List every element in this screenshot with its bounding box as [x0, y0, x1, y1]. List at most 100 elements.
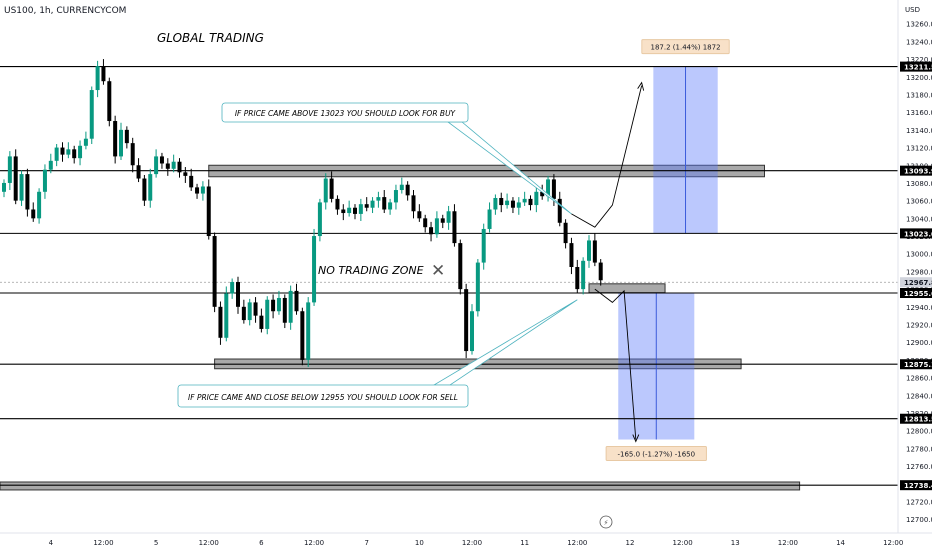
candle-body	[540, 191, 545, 197]
candle	[189, 168, 194, 191]
candle-body	[230, 282, 235, 294]
candle-body	[592, 240, 597, 263]
candle-body	[2, 182, 6, 192]
x-tick-label: 12:00	[883, 539, 903, 547]
candle-body	[54, 147, 59, 161]
candle-body	[265, 299, 270, 329]
candle	[113, 115, 118, 164]
candle-body	[370, 200, 375, 208]
candle-body	[195, 187, 200, 194]
candle	[429, 221, 434, 242]
candle-body	[107, 81, 112, 122]
candle-body	[470, 311, 474, 352]
candle	[376, 191, 381, 208]
candle-body	[148, 174, 153, 201]
candle	[569, 237, 574, 275]
candle	[557, 191, 562, 227]
candle	[142, 174, 147, 206]
candle-body	[48, 160, 53, 170]
candle-body	[563, 222, 568, 244]
sell-callout-box[interactable]	[177, 384, 469, 408]
long-position-label-text: 187.2 (1.44%) 1872	[651, 44, 721, 52]
x-tick-label: 12:00	[199, 539, 219, 547]
long-position-label-bg	[641, 39, 730, 55]
y-tick-label: 12780.0	[906, 445, 932, 453]
buy-callout-box[interactable]	[221, 102, 469, 123]
time-axis[interactable]: 4 12:00 5 12:00 6 12:00 7 10 12:00 11 12:00 12 12:00…	[49, 539, 904, 547]
candle	[487, 202, 492, 233]
candle	[42, 164, 47, 199]
projected-buy-arrowhead	[637, 81, 645, 91]
y-tick-label: 13260.0	[906, 21, 932, 29]
candle	[563, 219, 568, 249]
candle	[124, 126, 129, 149]
levels-layer	[0, 66, 898, 486]
projected-sell-path	[594, 288, 637, 440]
candle	[323, 173, 328, 210]
short-position-label: -165.0 (-1.27%) -1650	[605, 446, 707, 462]
candle-body	[31, 209, 36, 219]
candle-body	[312, 236, 317, 303]
x-tick-label: 13	[731, 539, 740, 547]
price-axis[interactable]: 12700.012720.012740.012760.012780.012800…	[900, 21, 932, 524]
candle	[458, 239, 463, 295]
candle-body	[341, 209, 346, 214]
candle-body	[440, 218, 445, 223]
candle	[481, 223, 486, 270]
candle	[510, 197, 515, 214]
candle	[423, 214, 428, 233]
level-price-tag-text: 12813.5	[904, 416, 932, 424]
x-tick-label: 12:00	[304, 539, 324, 547]
candle	[247, 298, 252, 326]
chart-symbol-header[interactable]: US100, 1h, CURRENCYCOM	[4, 6, 126, 16]
candle-body	[241, 306, 246, 321]
candle	[499, 192, 504, 213]
y-tick-label: 13120.0	[906, 145, 932, 153]
y-tick-label: 13240.0	[906, 38, 932, 46]
candle	[399, 177, 404, 194]
candle-body	[271, 299, 276, 312]
x-tick-label: 12:00	[778, 539, 798, 547]
candle	[534, 186, 539, 213]
y-tick-label: 13140.0	[906, 127, 932, 135]
candle-body	[358, 204, 363, 214]
x-tick-label: 5	[154, 539, 158, 547]
candle	[288, 285, 293, 330]
positions-layer: 187.2 (1.44%) 1872 -165.0 (-1.27%) -1650	[605, 39, 730, 462]
candle-body	[25, 174, 30, 210]
level-price-tag-text: 13093.9	[904, 168, 932, 176]
tradingview-logo-icon[interactable]	[599, 515, 613, 529]
candle	[195, 183, 200, 199]
candle	[575, 259, 580, 293]
candle-body	[481, 228, 486, 263]
zone-3[interactable]	[0, 481, 801, 491]
candle	[546, 175, 551, 202]
candle	[464, 283, 469, 359]
candle	[294, 283, 299, 315]
candle	[388, 198, 393, 215]
candle-body	[72, 149, 77, 159]
level-price-tag	[900, 288, 932, 299]
level-price-tag	[900, 480, 932, 491]
x-tick-label: 12:00	[462, 539, 482, 547]
candle	[347, 200, 352, 217]
candle-body	[487, 209, 492, 229]
short-position-label-bg	[605, 446, 707, 462]
candle-body	[382, 197, 387, 210]
candle	[230, 278, 235, 299]
candle-body	[388, 202, 393, 210]
y-tick-label: 13040.0	[906, 215, 932, 223]
candle-body	[411, 195, 416, 212]
candle	[434, 211, 439, 238]
candle-body	[516, 202, 521, 208]
candle	[300, 307, 305, 366]
y-tick-label: 13200.0	[906, 74, 932, 82]
candle	[317, 198, 322, 242]
candle-body	[417, 211, 422, 219]
y-tick-label: 12800.0	[906, 428, 932, 436]
candle-body	[557, 198, 562, 223]
candle-body	[136, 165, 141, 179]
